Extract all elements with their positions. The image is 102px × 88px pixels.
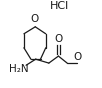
Text: HCl: HCl (50, 1, 69, 11)
Text: O: O (54, 34, 63, 45)
Text: O: O (31, 14, 39, 24)
Text: H₂N: H₂N (9, 64, 29, 74)
Text: O: O (74, 52, 82, 62)
